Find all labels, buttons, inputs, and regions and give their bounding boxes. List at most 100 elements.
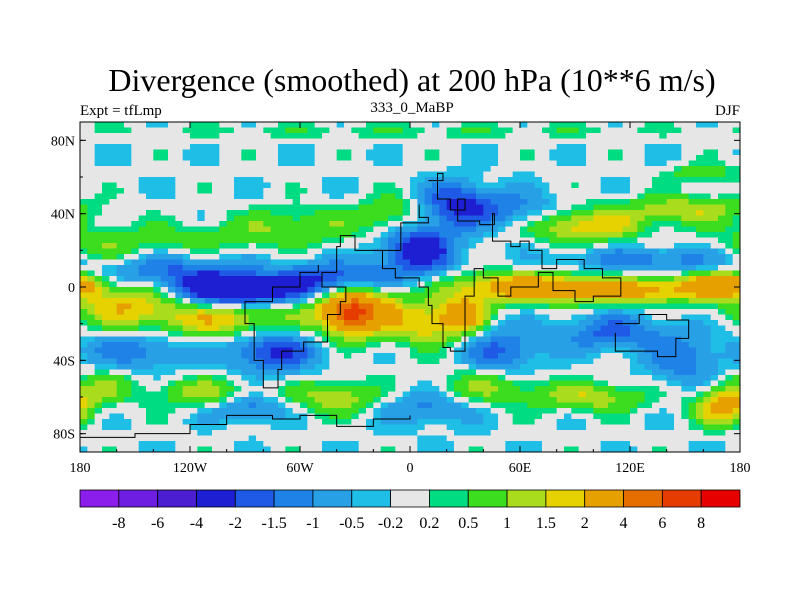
field-cell <box>644 248 653 255</box>
field-cell <box>498 149 506 156</box>
field-cell <box>109 380 118 387</box>
field-cell <box>124 276 132 283</box>
field-cell <box>498 160 506 167</box>
field-cell <box>586 265 594 272</box>
field-cell <box>329 380 338 387</box>
field-cell <box>329 397 338 404</box>
field-cell <box>351 413 360 420</box>
field-cell <box>109 254 118 261</box>
field-cell <box>600 298 609 305</box>
field-cell <box>116 166 125 173</box>
field-cell <box>483 138 492 145</box>
field-cell <box>644 408 653 415</box>
field-cell <box>87 309 96 316</box>
field-cell <box>373 281 382 288</box>
field-cell <box>454 281 462 288</box>
field-cell <box>234 149 242 156</box>
field-cell <box>549 166 558 173</box>
field-cell <box>696 210 704 217</box>
field-cell <box>534 243 543 250</box>
field-cell <box>116 287 125 294</box>
field-cell <box>417 303 426 310</box>
field-cell <box>461 380 470 387</box>
field-cell <box>688 331 697 338</box>
field-cell <box>344 424 352 431</box>
field-cell <box>674 204 682 211</box>
field-cell <box>175 221 184 228</box>
field-cell <box>373 309 382 316</box>
field-cell <box>248 127 257 134</box>
field-cell <box>468 331 477 338</box>
field-cell <box>219 166 228 173</box>
field-cell <box>256 309 264 316</box>
field-cell <box>212 270 220 277</box>
field-cell <box>380 259 389 266</box>
field-cell <box>241 386 250 393</box>
field-cell <box>219 276 228 283</box>
field-cell <box>109 314 118 321</box>
field-cell <box>263 386 272 393</box>
field-cell <box>138 199 147 206</box>
field-cell <box>153 166 162 173</box>
field-cell <box>659 254 668 261</box>
field-cell <box>725 248 734 255</box>
field-cell <box>131 402 140 409</box>
field-cell <box>153 281 162 288</box>
field-cell <box>94 386 103 393</box>
field-cell <box>512 226 521 233</box>
field-cell <box>696 144 704 151</box>
field-cell <box>696 369 704 376</box>
field-cell <box>402 138 411 145</box>
field-cell <box>432 320 440 327</box>
field-cell <box>175 166 184 173</box>
field-cell <box>344 204 352 211</box>
field-cell <box>725 281 734 288</box>
field-cell <box>241 292 250 299</box>
field-cell <box>116 320 125 327</box>
field-cell <box>454 342 462 349</box>
field-cell <box>505 419 514 426</box>
field-cell <box>483 248 492 255</box>
field-cell <box>124 188 132 195</box>
field-cell <box>307 303 316 310</box>
field-cell <box>476 292 484 299</box>
field-cell <box>527 419 536 426</box>
field-cell <box>542 281 550 288</box>
field-cell <box>512 210 521 217</box>
field-cell <box>490 226 499 233</box>
field-cell <box>278 265 286 272</box>
field-cell <box>87 292 96 299</box>
field-cell <box>102 149 110 156</box>
field-cell <box>652 303 660 310</box>
field-cell <box>483 369 492 376</box>
field-cell <box>138 369 147 376</box>
field-cell <box>718 265 726 272</box>
field-cell <box>285 342 294 349</box>
field-cell <box>80 276 88 283</box>
field-cell <box>644 391 653 398</box>
field-cell <box>710 204 719 211</box>
field-cell <box>373 265 382 272</box>
field-cell <box>725 419 734 426</box>
field-cell <box>564 144 572 151</box>
field-cell <box>446 127 455 134</box>
field-cell <box>153 413 162 420</box>
field-cell <box>322 243 330 250</box>
field-cell <box>718 276 726 283</box>
field-cell <box>549 292 558 299</box>
field-cell <box>102 287 110 294</box>
field-cell <box>278 221 286 228</box>
field-cell <box>564 331 572 338</box>
field-cell <box>578 336 587 343</box>
field-cell <box>666 237 675 244</box>
field-cell <box>696 193 704 200</box>
field-cell <box>439 358 448 365</box>
field-cell <box>564 232 572 239</box>
field-cell <box>637 369 646 376</box>
field-cell <box>278 342 286 349</box>
field-cell <box>630 292 638 299</box>
field-cell <box>336 133 345 140</box>
field-cell <box>476 331 484 338</box>
field-cell <box>388 177 396 184</box>
field-cell <box>175 265 184 272</box>
